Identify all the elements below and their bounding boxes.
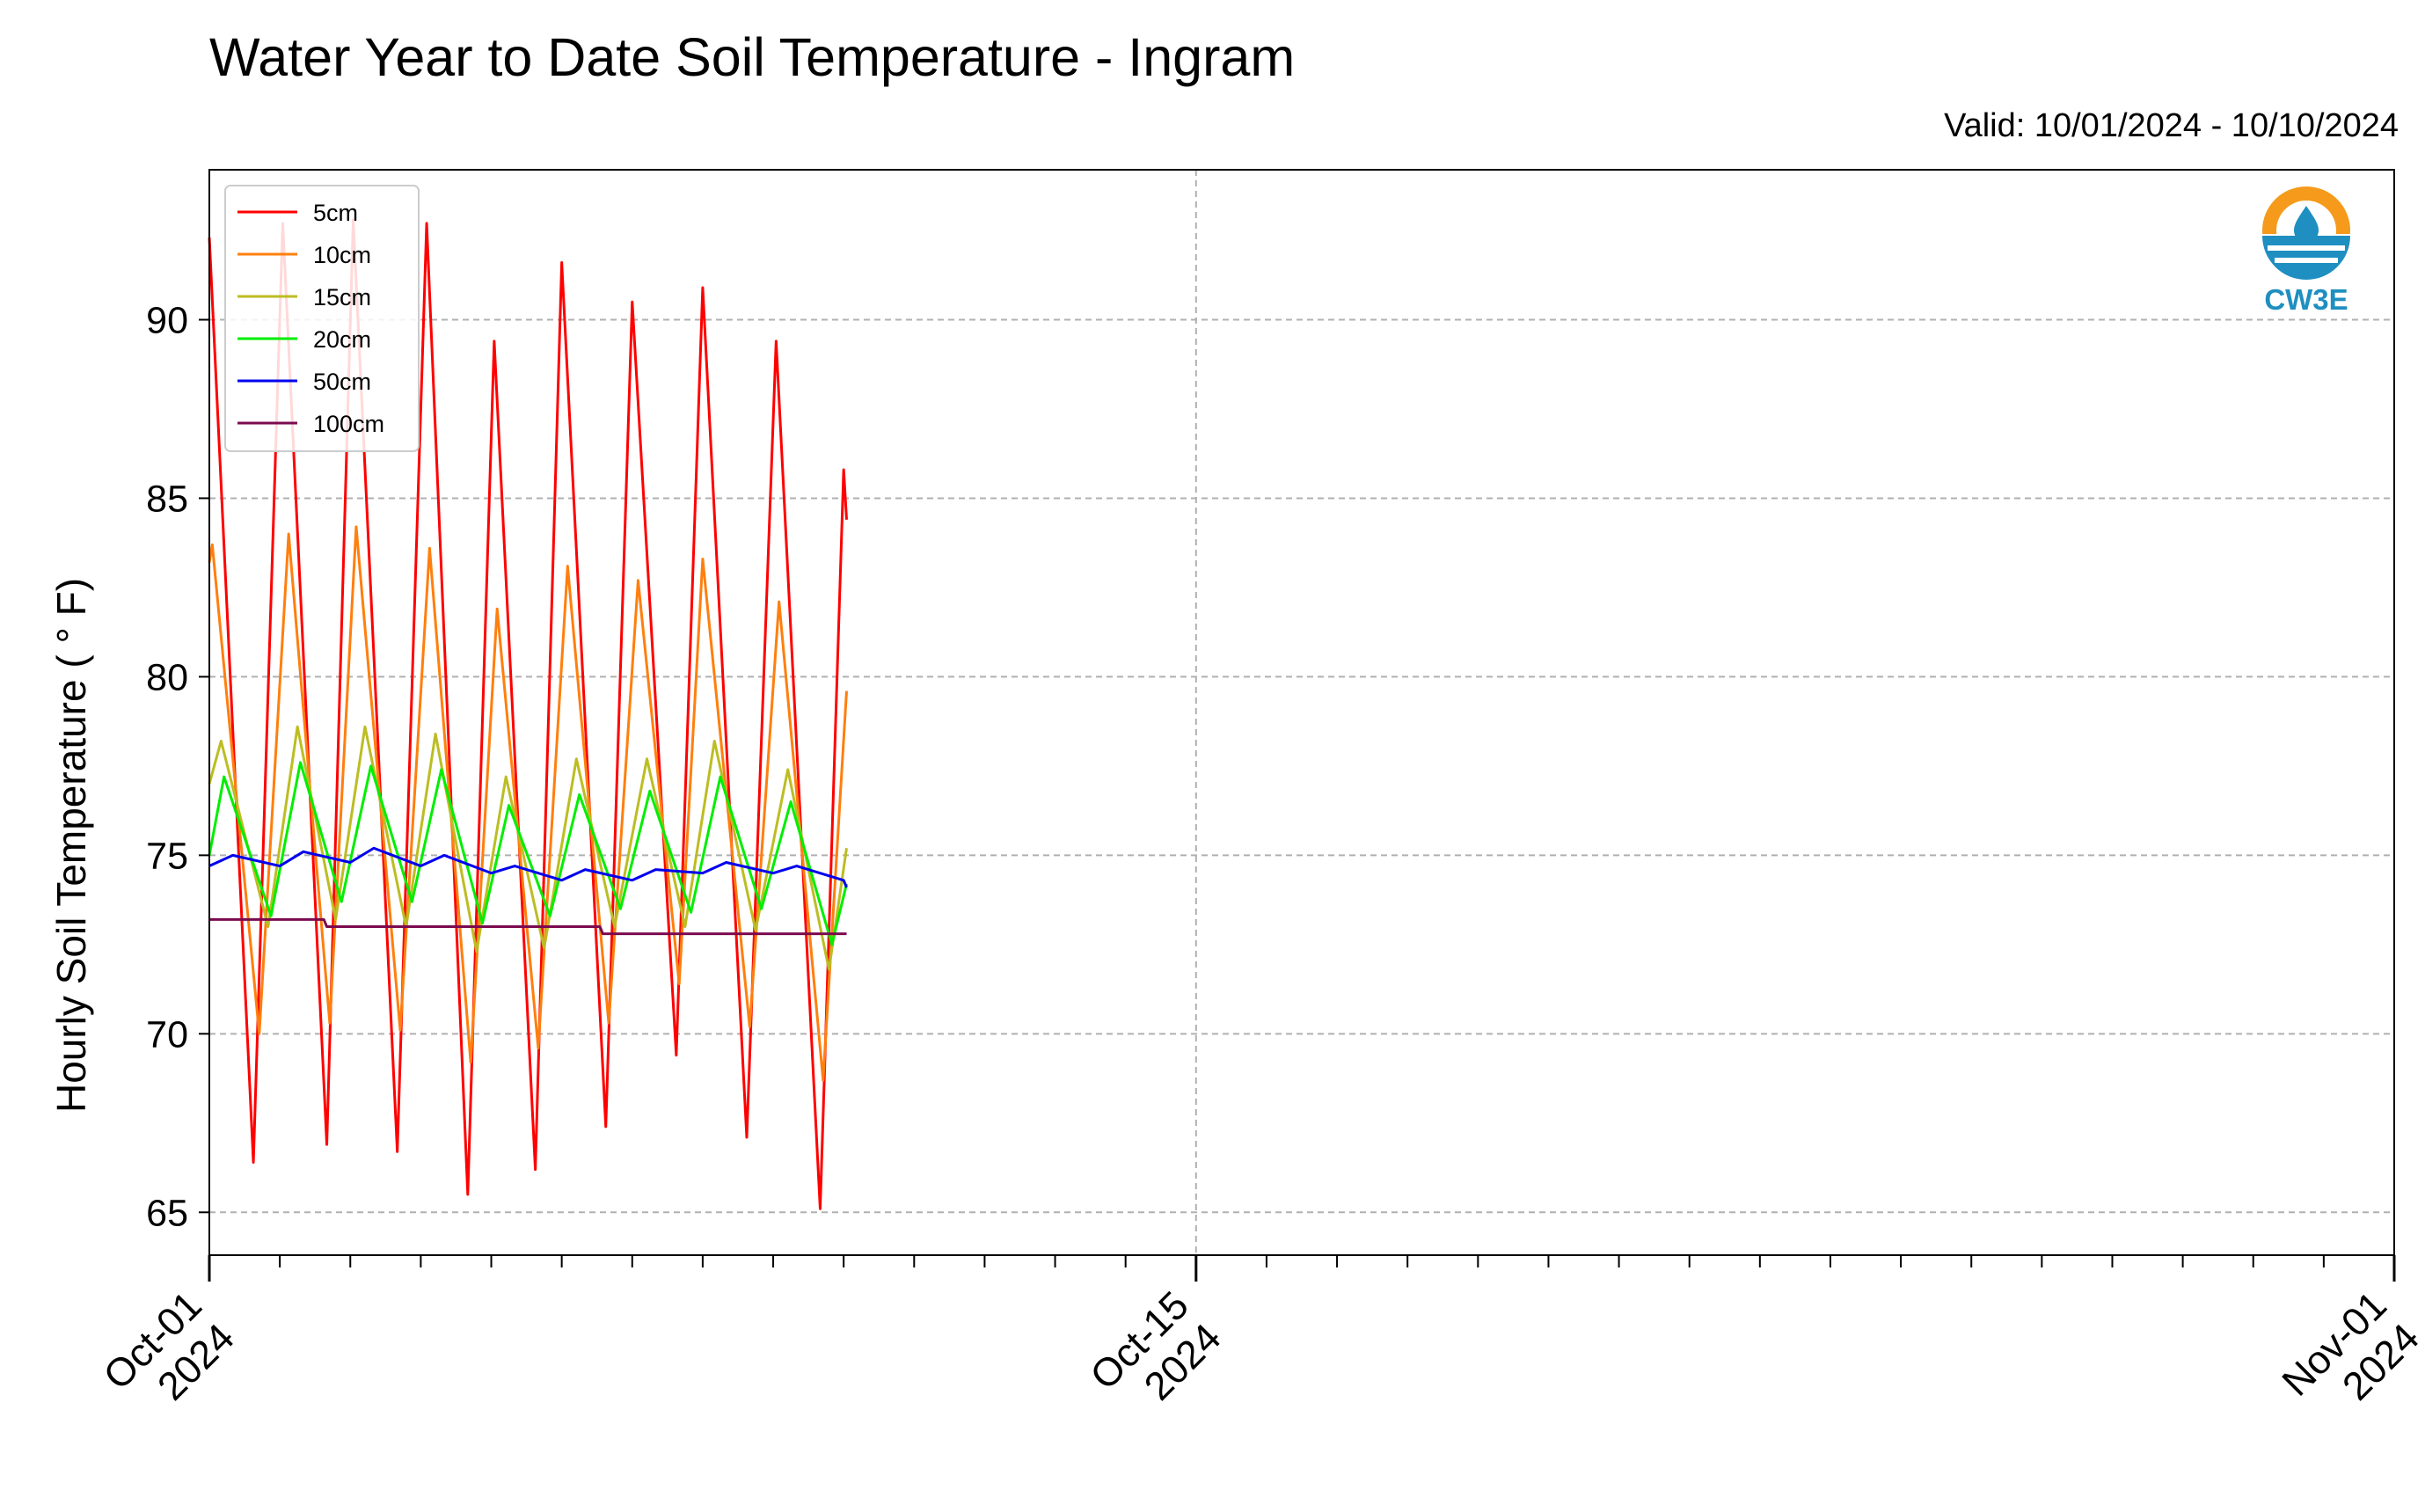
legend-box xyxy=(224,185,420,452)
legend-label-20cm: 20cm xyxy=(313,326,371,353)
legend-label-100cm: 100cm xyxy=(313,411,384,437)
y-tick-label: 80 xyxy=(146,656,188,698)
y-tick-label: 65 xyxy=(146,1192,188,1234)
legend-label-50cm: 50cm xyxy=(313,369,371,395)
axis-ticks xyxy=(199,318,2396,1282)
valid-date-range: Valid: 10/01/2024 - 10/10/2024 xyxy=(1944,107,2399,144)
legend-label-5cm: 5cm xyxy=(313,200,358,226)
logo-waves xyxy=(2268,245,2345,263)
y-tick-label: 70 xyxy=(146,1013,188,1055)
series-lines xyxy=(208,218,848,1210)
series-line-20cm xyxy=(208,761,848,946)
x-tick-label: Oct-152024 xyxy=(1081,1282,1229,1430)
y-axis-label: Hourly Soil Temperature ( ° F) xyxy=(48,578,94,1113)
plot-area xyxy=(208,169,2395,1256)
legend-label-15cm: 15cm xyxy=(313,284,371,310)
chart-title: Water Year to Date Soil Temperature - In… xyxy=(209,27,1296,87)
y-tick-label: 75 xyxy=(146,835,188,877)
x-tick-label: Nov-012024 xyxy=(2273,1282,2425,1436)
cw3e-logo: CW3E xyxy=(2259,186,2354,316)
series-line-15cm xyxy=(208,725,848,971)
logo-text: CW3E xyxy=(2264,283,2348,316)
legend: 5cm 10cm 15cm 20cm 50cm 100cm xyxy=(224,185,420,452)
series-line-100cm xyxy=(209,917,847,936)
x-tick-label: Oct-012024 xyxy=(95,1282,243,1430)
water-drop-icon xyxy=(2294,206,2319,243)
series-line-50cm xyxy=(208,846,848,888)
y-tick-label: 85 xyxy=(146,478,188,520)
y-tick-label: 90 xyxy=(146,299,188,341)
tick-labels: 65 70 75 80 85 90 Oct-012024 Oct-152024 Nov-0120… xyxy=(95,299,2425,1436)
legend-label-10cm: 10cm xyxy=(313,242,371,268)
